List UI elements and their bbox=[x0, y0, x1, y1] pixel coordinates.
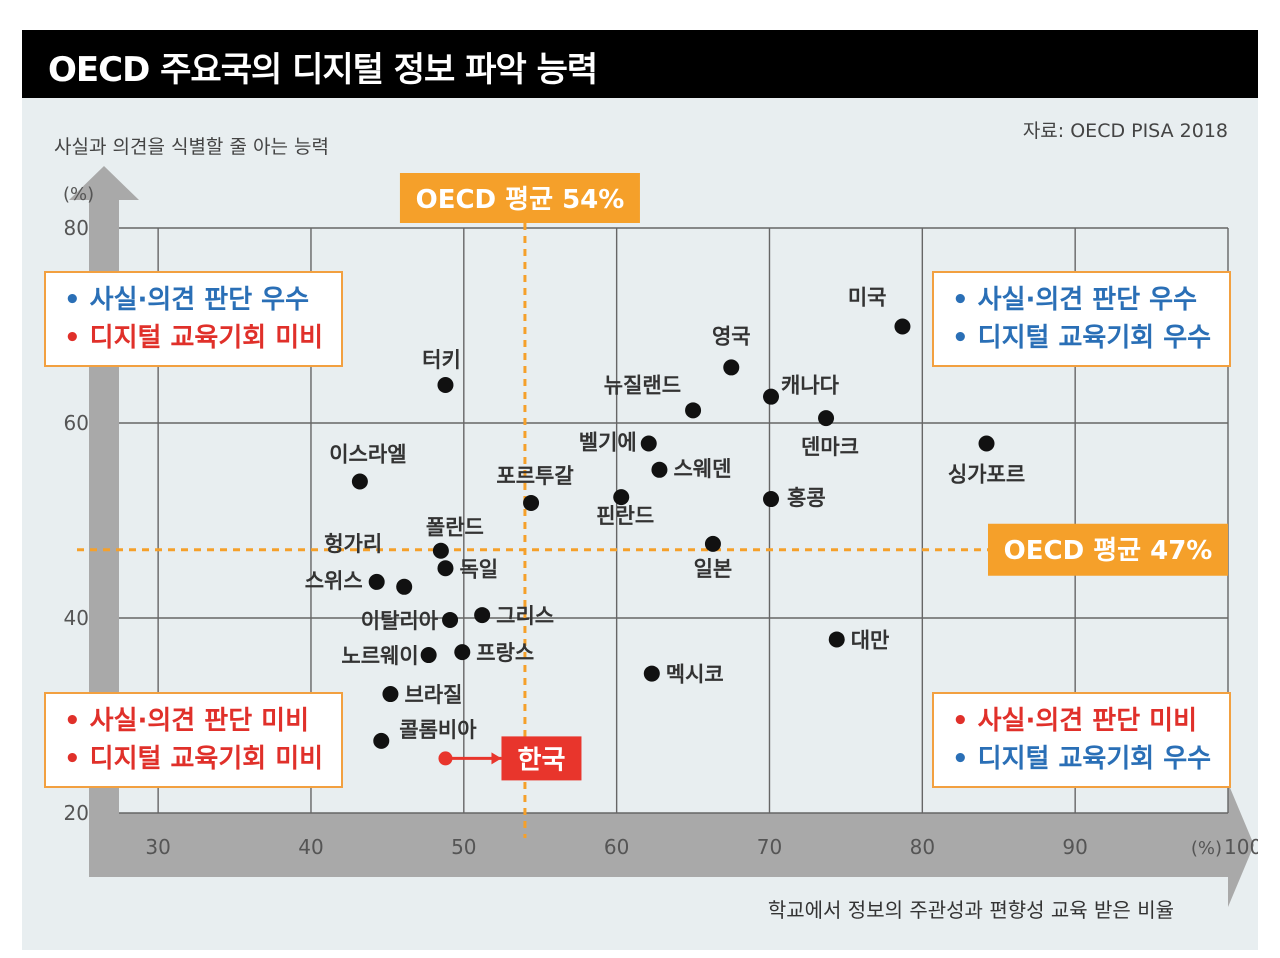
label-폴란드: 폴란드 bbox=[426, 516, 484, 540]
y-tick-80: 80 bbox=[64, 216, 89, 240]
reference-label-x: OECD 평균 54% bbox=[416, 185, 625, 215]
label-이탈리아: 이탈리아 bbox=[361, 609, 439, 633]
point-뉴질랜드 bbox=[685, 402, 702, 419]
point-브라질 bbox=[382, 686, 399, 703]
title-bar: OECD 주요국의 디지털 정보 파악 능력 bbox=[22, 30, 1258, 98]
quadrant-box-bottom-left: • 사실·의견 판단 미비 • 디지털 교육기회 미비 bbox=[44, 692, 344, 788]
point-이탈리아 bbox=[442, 611, 459, 628]
label-이스라엘: 이스라엘 bbox=[329, 443, 406, 467]
point-영국 bbox=[723, 359, 740, 376]
label-일본: 일본 bbox=[694, 557, 733, 581]
quadrant-top-right-line1: • 사실·의견 판단 우수 bbox=[952, 285, 1198, 315]
point-폴란드 bbox=[432, 542, 449, 559]
label-스위스: 스위스 bbox=[305, 569, 363, 593]
point-콜롬비아 bbox=[373, 732, 390, 749]
x-tick-60: 60 bbox=[604, 835, 629, 859]
y-tick-60: 60 bbox=[64, 411, 89, 435]
point-헝가리 bbox=[396, 578, 413, 595]
label-홍콩: 홍콩 bbox=[787, 486, 826, 510]
x-axis-title: 학교에서 정보의 주관성과 편향성 교육 받은 비율 bbox=[767, 898, 1174, 922]
y-axis-title: 사실과 의견을 식별할 줄 아는 능력 bbox=[54, 136, 329, 158]
quadrant-box-top-right: • 사실·의견 판단 우수 • 디지털 교육기회 우수 bbox=[932, 271, 1232, 367]
chart-panel: 자료: OECD PISA 2018 사실과 의견을 식별할 줄 아는 능력 학… bbox=[22, 98, 1258, 950]
quadrant-top-left-line2: • 디지털 교육기회 미비 bbox=[64, 323, 324, 353]
label-캐나다: 캐나다 bbox=[781, 374, 840, 398]
point-스위스 bbox=[368, 573, 385, 590]
label-브라질: 브라질 bbox=[404, 683, 462, 707]
label-그리스: 그리스 bbox=[496, 604, 554, 628]
chart-title: OECD 주요국의 디지털 정보 파악 능력 bbox=[48, 50, 598, 90]
x-tick-100: 100 bbox=[1224, 835, 1258, 859]
y-axis-arrow-head bbox=[69, 166, 139, 200]
source-note: 자료: OECD PISA 2018 bbox=[1022, 120, 1228, 142]
point-미국 bbox=[894, 318, 911, 335]
y-unit-label: (%) bbox=[63, 184, 94, 205]
quadrant-box-bottom-right: • 사실·의견 판단 미비 • 디지털 교육기회 우수 bbox=[932, 692, 1232, 788]
x-tick-50: 50 bbox=[451, 835, 476, 859]
point-스웨덴 bbox=[651, 461, 668, 478]
x-tick-70: 70 bbox=[757, 835, 782, 859]
x-unit-label: (%) bbox=[1191, 838, 1222, 859]
x-tick-30: 30 bbox=[145, 835, 170, 859]
reference-label-y-bg bbox=[988, 523, 1228, 576]
label-노르웨이: 노르웨이 bbox=[341, 644, 418, 668]
point-터키 bbox=[437, 376, 454, 393]
label-멕시코: 멕시코 bbox=[666, 663, 724, 687]
korea-connector-tip bbox=[491, 752, 502, 765]
label-포르투갈: 포르투갈 bbox=[496, 464, 573, 488]
point-일본 bbox=[704, 535, 721, 552]
point-캐나다 bbox=[763, 388, 780, 405]
label-덴마크: 덴마크 bbox=[801, 435, 859, 459]
label-프랑스: 프랑스 bbox=[476, 641, 534, 665]
y-tick-40: 40 bbox=[64, 606, 89, 630]
label-뉴질랜드: 뉴질랜드 bbox=[604, 373, 681, 397]
point-핀란드 bbox=[613, 489, 630, 506]
label-헝가리: 헝가리 bbox=[324, 532, 382, 556]
label-싱가포르: 싱가포르 bbox=[948, 462, 1025, 486]
y-tick-20: 20 bbox=[64, 801, 89, 825]
label-터키: 터키 bbox=[422, 348, 461, 372]
label-독일: 독일 bbox=[459, 557, 498, 581]
label-스웨덴: 스웨덴 bbox=[673, 457, 731, 481]
quadrant-bottom-left-line1: • 사실·의견 판단 미비 bbox=[64, 706, 310, 736]
point-프랑스 bbox=[454, 644, 471, 661]
x-tick-80: 80 bbox=[910, 835, 935, 859]
point-멕시코 bbox=[643, 665, 660, 682]
reference-label-y: OECD 평균 47% bbox=[1004, 536, 1213, 566]
quadrant-bottom-left-line2: • 디지털 교육기회 미비 bbox=[64, 744, 324, 774]
label-핀란드: 핀란드 bbox=[596, 504, 654, 528]
quadrant-bottom-right-line1: • 사실·의견 판단 미비 bbox=[952, 706, 1198, 736]
point-벨기에 bbox=[640, 435, 657, 452]
quadrant-bottom-right-line2: • 디지털 교육기회 우수 bbox=[952, 744, 1212, 774]
label-벨기에: 벨기에 bbox=[579, 430, 637, 454]
x-axis-arrow-shaft bbox=[89, 813, 1228, 877]
label-영국: 영국 bbox=[712, 324, 751, 348]
quadrant-top-left-line1: • 사실·의견 판단 우수 bbox=[64, 285, 310, 315]
korea-label-bg bbox=[501, 736, 582, 781]
label-한국: 한국 bbox=[518, 745, 566, 775]
point-포르투갈 bbox=[523, 494, 540, 511]
x-axis-arrow-head bbox=[1228, 783, 1254, 907]
label-콜롬비아: 콜롬비아 bbox=[399, 718, 477, 742]
quadrant-top-right-line2: • 디지털 교육기회 우수 bbox=[952, 323, 1212, 353]
point-홍콩 bbox=[763, 491, 780, 508]
reference-label-x-bg bbox=[399, 173, 640, 223]
point-덴마크 bbox=[818, 410, 835, 427]
point-그리스 bbox=[474, 607, 491, 624]
label-대만: 대만 bbox=[851, 628, 890, 652]
point-독일 bbox=[437, 560, 454, 577]
point-싱가포르 bbox=[978, 435, 995, 452]
x-tick-40: 40 bbox=[298, 835, 323, 859]
label-미국: 미국 bbox=[848, 285, 887, 309]
point-대만 bbox=[828, 631, 845, 648]
quadrant-box-top-left: • 사실·의견 판단 우수 • 디지털 교육기회 미비 bbox=[44, 271, 344, 367]
point-이스라엘 bbox=[351, 473, 368, 490]
point-노르웨이 bbox=[420, 647, 437, 664]
x-tick-90: 90 bbox=[1062, 835, 1087, 859]
